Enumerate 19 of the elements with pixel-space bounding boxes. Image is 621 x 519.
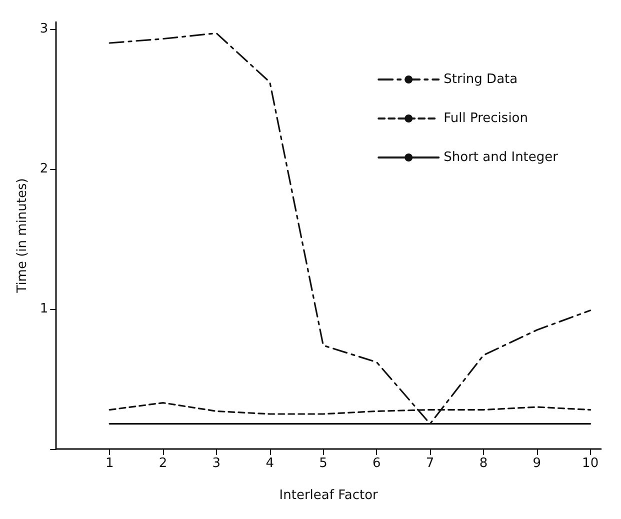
x-tick-label: 8 <box>479 456 488 471</box>
x-tick-label: 3 <box>212 456 221 471</box>
y-tick-label: 3 <box>40 22 48 36</box>
x-tick-label: 6 <box>372 456 381 471</box>
y-axis-title: Time (in minutes) <box>15 178 30 294</box>
legend-label: String Data <box>444 72 518 87</box>
line-series <box>108 32 592 425</box>
x-tick-label: 1 <box>105 456 114 471</box>
legend-label: Short and Integer <box>444 150 559 165</box>
x-tick-label: 2 <box>158 456 168 471</box>
y-tick-label: 1 <box>40 302 48 316</box>
y-tick-label: 2 <box>40 162 48 176</box>
legend-label: Full Precision <box>444 111 528 126</box>
x-tick-label: 5 <box>319 456 328 471</box>
x-axis-title: Interleaf Factor <box>279 488 379 503</box>
x-tick-label: 10 <box>582 456 599 471</box>
x-tick-label: 9 <box>532 456 542 471</box>
x-tick-label: 7 <box>426 456 434 471</box>
x-tick-label: 4 <box>266 456 274 471</box>
